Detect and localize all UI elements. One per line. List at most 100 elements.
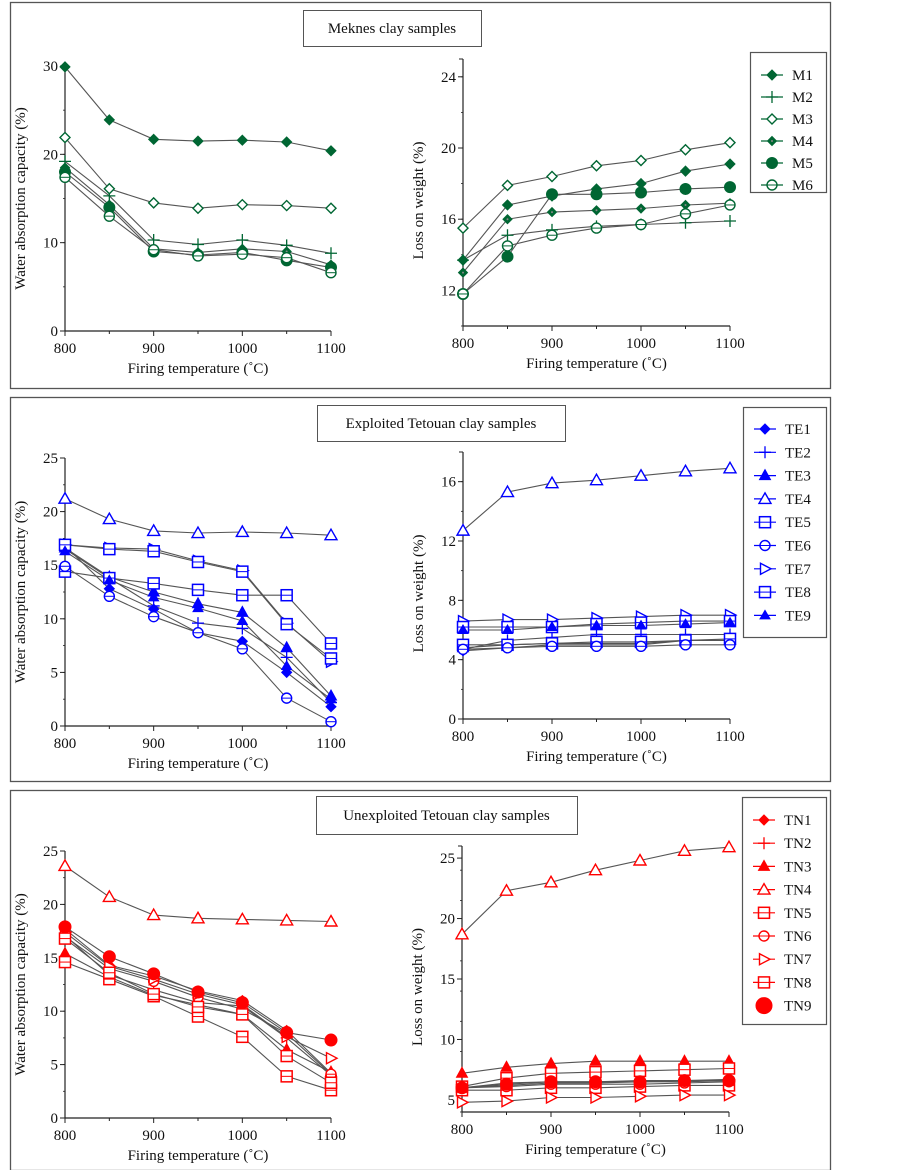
data-point bbox=[457, 222, 469, 235]
legend-marker-TE9 bbox=[759, 609, 771, 620]
y-tick-label: 12 bbox=[441, 283, 456, 299]
legend-marker-TE4 bbox=[757, 491, 773, 505]
legend-label: TN2 bbox=[784, 836, 812, 852]
y-axis-label: Loss on weight (%) bbox=[411, 142, 427, 260]
y-tick-label: 24 bbox=[441, 70, 457, 86]
data-point bbox=[325, 145, 337, 157]
series-markers-TE4 bbox=[455, 460, 738, 536]
data-point bbox=[722, 460, 738, 474]
legend-marker-TN7 bbox=[758, 952, 772, 966]
series-markers-TE9 bbox=[59, 545, 337, 704]
y-tick-label: 8 bbox=[449, 593, 457, 609]
data-point bbox=[721, 839, 737, 853]
data-point bbox=[235, 524, 250, 538]
panel-title-box bbox=[317, 405, 566, 442]
y-tick-label: 0 bbox=[51, 719, 59, 735]
series-markers-M2 bbox=[59, 155, 337, 260]
data-point bbox=[147, 599, 160, 612]
panel-title: Exploited Tetouan clay samples bbox=[346, 416, 537, 432]
series-markers-TN7 bbox=[456, 1088, 737, 1109]
data-point bbox=[679, 143, 692, 156]
y-tick-label: 25 bbox=[440, 851, 455, 867]
data-point bbox=[679, 1088, 693, 1102]
data-point bbox=[454, 926, 470, 940]
series-line-M3 bbox=[64, 137, 332, 209]
y-tick-label: 10 bbox=[43, 612, 58, 628]
data-point bbox=[679, 165, 692, 177]
data-point bbox=[455, 1081, 469, 1095]
legend-label: TE1 bbox=[785, 422, 811, 438]
x-tick-label: 1000 bbox=[626, 336, 656, 352]
y-tick-label: 20 bbox=[43, 505, 58, 521]
data-point bbox=[457, 624, 469, 634]
y-tick-label: 0 bbox=[51, 324, 59, 340]
data-point bbox=[103, 574, 116, 585]
data-point bbox=[588, 862, 603, 876]
legend-label: TE9 bbox=[785, 608, 811, 624]
legend-marker-TN1 bbox=[758, 814, 770, 826]
data-point bbox=[724, 136, 736, 149]
x-tick-label: 1000 bbox=[625, 1122, 655, 1138]
data-point bbox=[635, 186, 647, 199]
x-tick-label: 1100 bbox=[316, 341, 345, 357]
series-markers-M4 bbox=[457, 197, 736, 278]
data-point bbox=[279, 525, 294, 539]
data-point bbox=[323, 914, 339, 927]
data-point bbox=[546, 621, 558, 632]
legend-label: TE8 bbox=[785, 585, 811, 601]
y-tick-label: 5 bbox=[51, 1058, 59, 1074]
data-point bbox=[589, 472, 604, 486]
legend-marker-M2 bbox=[766, 91, 778, 103]
legend-label: TE2 bbox=[785, 445, 811, 461]
legend-marker-TN4 bbox=[756, 882, 772, 895]
panel-frame bbox=[9, 396, 832, 783]
data-point bbox=[501, 1094, 515, 1108]
data-point bbox=[632, 853, 648, 866]
data-point bbox=[280, 640, 294, 653]
legend-marker-M5 bbox=[766, 157, 778, 169]
data-point bbox=[501, 250, 514, 263]
series-markers-TE6 bbox=[457, 639, 736, 655]
legend: M1 M2 M3 M4 M5 M6 bbox=[749, 51, 828, 194]
data-point bbox=[192, 135, 204, 147]
x-tick-label: 900 bbox=[142, 1128, 165, 1144]
data-point bbox=[500, 1077, 513, 1091]
data-point bbox=[501, 199, 514, 211]
data-point bbox=[543, 874, 559, 888]
data-point bbox=[102, 950, 116, 964]
panel-3: Unexploited Tetouan clay samples 0 5 10 15 20… bbox=[9, 789, 832, 1170]
data-point bbox=[589, 1075, 602, 1089]
data-point bbox=[677, 843, 692, 857]
data-point bbox=[724, 214, 736, 227]
data-point bbox=[235, 996, 249, 1010]
legend-marker-TN3 bbox=[757, 859, 771, 871]
x-tick-label: 1100 bbox=[715, 729, 744, 745]
data-point bbox=[456, 1095, 470, 1109]
data-point bbox=[102, 511, 117, 525]
legend-label: TE6 bbox=[785, 539, 811, 555]
legend-label: TN7 bbox=[784, 952, 812, 968]
data-point bbox=[102, 889, 117, 903]
data-point bbox=[633, 468, 649, 481]
data-point bbox=[501, 229, 514, 242]
legend-marker-M1 bbox=[766, 69, 778, 81]
series-line-M6 bbox=[462, 204, 731, 295]
x-tick-label: 900 bbox=[540, 1122, 563, 1138]
y-axis-label: Loss on weight (%) bbox=[410, 928, 426, 1046]
x-axis-label: Firing temperature (˚C) bbox=[526, 749, 667, 765]
loss-on-weight-chart: 5 10 15 20 25 800 900 1000 1100 Firing temperatur… bbox=[410, 839, 744, 1158]
y-axis-label: Water absorption capacity (%) bbox=[13, 893, 29, 1075]
data-point bbox=[236, 614, 249, 625]
panel-frame bbox=[9, 1, 832, 390]
legend-marker-TE7 bbox=[759, 562, 773, 576]
data-point bbox=[280, 199, 293, 212]
panel-title-box bbox=[316, 796, 578, 835]
series-markers-TN9 bbox=[58, 920, 338, 1047]
data-point bbox=[324, 1033, 338, 1047]
data-point bbox=[679, 618, 692, 629]
data-point bbox=[679, 182, 692, 195]
legend-label: TN6 bbox=[784, 929, 812, 945]
data-point bbox=[501, 624, 514, 634]
series-markers-TE6 bbox=[59, 560, 337, 728]
data-point bbox=[455, 1066, 469, 1078]
